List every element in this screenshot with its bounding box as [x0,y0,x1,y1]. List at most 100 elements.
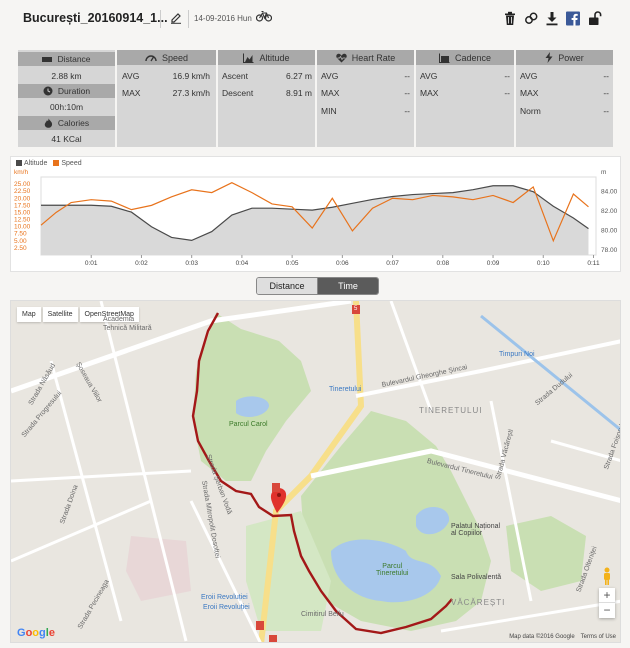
calories-label: Calories [57,118,90,128]
marker-dot [277,493,281,497]
descent-label: Descent [222,88,254,98]
download-icon[interactable] [545,11,559,26]
google-logo-letter: o [32,627,40,639]
chart-legend: Altitude Speed [16,160,82,167]
x-tick-label: 0:05 [286,260,299,267]
divider [514,50,516,147]
road [11,301,352,394]
speed-label: Speed [161,52,189,63]
route-map[interactable]: Map Satellite OpenStreetMap Academia Teh… [10,300,621,643]
x-tick-label: 0:09 [487,260,500,267]
edit-icon[interactable] [170,12,182,24]
speed-column: Speed AVG 16.9 km/h MAX 27.3 km/h [117,50,216,147]
speed-tick-label: 25.00 [14,181,31,188]
speed-tick-label: 12.50 [14,217,31,224]
divider [160,10,161,28]
cadence-avg-value: -- [504,71,510,81]
speed-tick-label: 20.00 [14,195,31,202]
distance-label: Distance [57,54,91,64]
map-label: Tehnică Militară [103,325,152,332]
facebook-icon[interactable] [566,11,580,26]
map-label: Cimitirul Bellu [301,611,344,618]
hr-avg-label: AVG [321,71,339,81]
river-dambovita [480,314,620,432]
park-area [506,516,586,591]
x-tick-label: 0:03 [185,260,198,267]
clock-icon [43,86,53,96]
power-max-value: -- [603,88,609,98]
map-label: Parcul Carol [229,421,268,428]
speed-altitude-chart: Altitude Speed km/h 25.00 22.50 20.00 17.50 1… [10,156,621,272]
link-icon[interactable] [524,11,538,26]
power-column: Power AVG -- MAX -- Norm -- [516,50,613,147]
x-tick-label: 0:01 [85,260,98,267]
distance-toggle-button[interactable]: Distance [257,278,318,294]
legend-item-speed[interactable]: Speed [53,160,82,167]
road-shield [272,483,280,492]
legend-speed-label: Speed [61,160,82,167]
terms-of-use-link[interactable]: Terms of Use [580,634,616,640]
hospital-area [126,536,191,601]
cadence-chart-icon [438,53,450,63]
altitude-tick-label: 80.00 [601,228,618,235]
google-logo-letter: l [45,627,49,639]
speed-tick-label: 15.00 [14,209,31,216]
speed-tick-label: 2.50 [14,245,27,252]
altitude-header: Altitude [218,50,315,65]
map-type-map[interactable]: Map [17,307,41,322]
speed-tick-label: 7.50 [14,231,27,238]
ascent-label: Ascent [222,71,248,81]
descent-value: 8.91 m [286,88,312,98]
left-axis-unit: km/h [14,169,28,176]
zoom-out-button[interactable]: − [603,603,611,617]
mountain-chart-icon [243,53,254,63]
trash-icon[interactable] [503,11,517,26]
bulevardul-gheorghe-road [355,339,620,398]
map-label: Tineretului [329,386,362,393]
power-avg-value: -- [603,71,609,81]
map-type-satellite[interactable]: Satellite [42,307,78,322]
duration-label: Duration [57,86,91,96]
location-marker[interactable] [270,488,287,513]
map-label: Palatul Național al Copiilor [451,523,501,537]
cadence-avg-label: AVG [420,71,438,81]
google-logo-letter: e [48,627,55,639]
heart-icon [336,53,347,62]
speed-avg-value: 16.9 km/h [172,71,210,81]
calories-value: 41 KCal [51,134,82,144]
hr-min-value: -- [404,106,410,116]
activity-date: 14-09-2016 Hun [194,14,252,23]
divider [216,50,218,147]
right-axis-unit: m [601,169,606,176]
street-view-pegman-icon[interactable] [602,567,612,585]
road-shield [269,635,277,642]
power-header: Power [516,50,613,65]
hr-avg-value: -- [404,71,410,81]
heart-rate-column: Heart Rate AVG -- MAX -- MIN -- [317,50,414,147]
x-tick-label: 0:06 [336,260,349,267]
zoom-in-button[interactable]: + [599,588,615,603]
duration-label-cell: Duration [18,84,115,98]
distance-time-toggle: Distance Time [256,277,379,295]
speed-tick-label: 5.00 [14,238,27,245]
power-label: Power [558,52,584,63]
divider [115,50,117,147]
unlock-icon[interactable] [588,11,602,26]
speed-series-line [40,182,589,243]
street-grid [11,301,620,642]
map-attribution: Map data ©2016 Google Terms of Use [509,634,616,640]
power-avg-label: AVG [520,71,538,81]
map-canvas[interactable] [11,301,621,643]
speed-tick-label: 10.00 [14,224,31,231]
divider [315,50,317,147]
route-line[interactable] [191,312,453,635]
x-tick-label: 0:10 [537,260,550,267]
time-toggle-button[interactable]: Time [318,278,378,294]
road-shield [352,305,360,314]
zoom-control: + − [599,588,615,618]
chart-plot[interactable]: km/h25.0022.5020.0017.5015.0012.5010.007… [11,157,620,271]
legend-item-altitude[interactable]: Altitude [16,160,47,167]
altitude-column: Altitude Ascent 6.27 m Descent 8.91 m [218,50,315,147]
map-type-openstreetmap[interactable]: OpenStreetMap [79,307,139,322]
cadence-max-value: -- [504,88,510,98]
